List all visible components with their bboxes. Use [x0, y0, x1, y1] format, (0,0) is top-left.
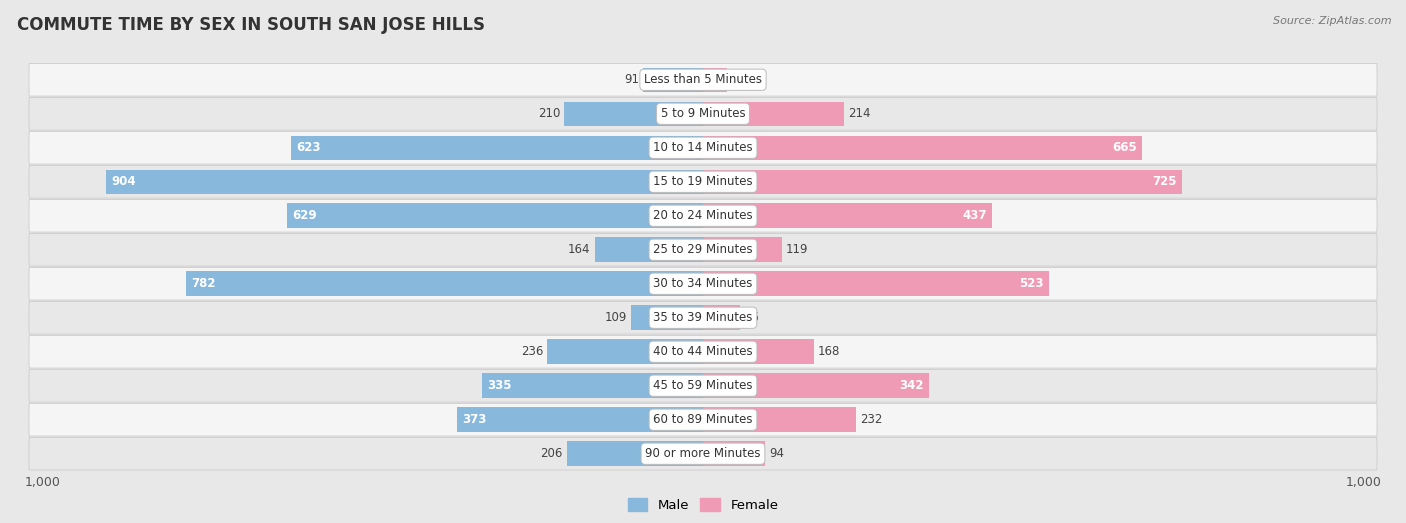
Text: 206: 206 [540, 447, 562, 460]
FancyBboxPatch shape [30, 267, 1376, 300]
Bar [703, 237, 782, 262]
Bar [703, 441, 765, 466]
Text: 373: 373 [461, 413, 486, 426]
Bar [643, 67, 703, 92]
Text: 94: 94 [769, 447, 785, 460]
FancyBboxPatch shape [30, 301, 1376, 334]
Text: 437: 437 [962, 209, 987, 222]
Bar [703, 305, 740, 330]
Text: 15 to 19 Minutes: 15 to 19 Minutes [654, 175, 752, 188]
Bar [631, 305, 703, 330]
Bar [186, 271, 703, 296]
Text: 342: 342 [900, 379, 924, 392]
Text: 90 or more Minutes: 90 or more Minutes [645, 447, 761, 460]
Bar [703, 407, 856, 432]
Text: 5 to 9 Minutes: 5 to 9 Minutes [661, 107, 745, 120]
FancyBboxPatch shape [30, 63, 1376, 96]
Text: Less than 5 Minutes: Less than 5 Minutes [644, 73, 762, 86]
Text: 214: 214 [848, 107, 870, 120]
Text: 782: 782 [191, 277, 217, 290]
Text: 60 to 89 Minutes: 60 to 89 Minutes [654, 413, 752, 426]
Bar [703, 339, 814, 364]
Bar [703, 67, 727, 92]
Text: 119: 119 [786, 243, 808, 256]
Text: 37: 37 [731, 73, 747, 86]
FancyBboxPatch shape [30, 199, 1376, 232]
Text: 236: 236 [520, 345, 543, 358]
Text: 40 to 44 Minutes: 40 to 44 Minutes [654, 345, 752, 358]
Legend: Male, Female: Male, Female [623, 492, 783, 517]
Text: 25 to 29 Minutes: 25 to 29 Minutes [654, 243, 752, 256]
Bar [703, 101, 845, 126]
FancyBboxPatch shape [30, 165, 1376, 198]
Bar [564, 101, 703, 126]
Bar [291, 135, 703, 160]
FancyBboxPatch shape [30, 403, 1376, 436]
Text: 335: 335 [486, 379, 512, 392]
Text: 168: 168 [818, 345, 841, 358]
Text: 10 to 14 Minutes: 10 to 14 Minutes [654, 141, 752, 154]
FancyBboxPatch shape [30, 233, 1376, 266]
Text: COMMUTE TIME BY SEX IN SOUTH SAN JOSE HILLS: COMMUTE TIME BY SEX IN SOUTH SAN JOSE HI… [17, 16, 485, 33]
Text: 904: 904 [111, 175, 135, 188]
Text: 91: 91 [624, 73, 638, 86]
Text: 35 to 39 Minutes: 35 to 39 Minutes [654, 311, 752, 324]
Bar [567, 441, 703, 466]
FancyBboxPatch shape [30, 335, 1376, 368]
Text: 45 to 59 Minutes: 45 to 59 Minutes [654, 379, 752, 392]
Text: 164: 164 [568, 243, 591, 256]
Bar [457, 407, 703, 432]
Text: 20 to 24 Minutes: 20 to 24 Minutes [654, 209, 752, 222]
Bar [703, 203, 991, 228]
Bar [703, 135, 1143, 160]
Text: 109: 109 [605, 311, 627, 324]
Text: 629: 629 [292, 209, 318, 222]
Text: 30 to 34 Minutes: 30 to 34 Minutes [654, 277, 752, 290]
FancyBboxPatch shape [30, 369, 1376, 402]
Text: 623: 623 [297, 141, 321, 154]
Text: 523: 523 [1019, 277, 1043, 290]
Bar [287, 203, 703, 228]
Bar [703, 373, 929, 398]
Bar [105, 169, 703, 194]
Bar [482, 373, 703, 398]
Bar [703, 169, 1182, 194]
FancyBboxPatch shape [30, 437, 1376, 470]
Text: 725: 725 [1153, 175, 1177, 188]
Text: 56: 56 [744, 311, 759, 324]
Text: 665: 665 [1112, 141, 1137, 154]
Text: Source: ZipAtlas.com: Source: ZipAtlas.com [1274, 16, 1392, 26]
Text: 232: 232 [860, 413, 883, 426]
Bar [547, 339, 703, 364]
Bar [703, 271, 1049, 296]
FancyBboxPatch shape [30, 131, 1376, 164]
Text: 210: 210 [538, 107, 560, 120]
FancyBboxPatch shape [30, 97, 1376, 130]
Bar [595, 237, 703, 262]
